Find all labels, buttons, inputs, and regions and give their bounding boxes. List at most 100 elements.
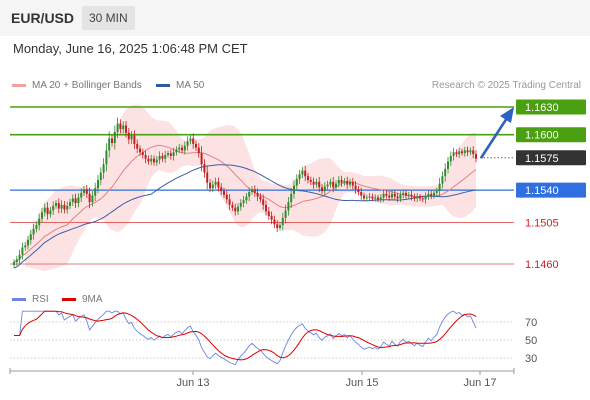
candle-body — [309, 179, 312, 182]
candle-body — [77, 197, 80, 204]
candle-body — [298, 174, 301, 180]
candle-body — [279, 225, 281, 228]
candle-body — [27, 239, 29, 246]
candle-body — [83, 189, 85, 193]
ma50-label: MA 50 — [176, 80, 205, 91]
candle-body — [307, 176, 309, 180]
candle-body — [223, 191, 225, 195]
candle-body — [125, 125, 127, 133]
ma9-label: 9MA — [82, 294, 103, 305]
candle-body — [343, 180, 346, 183]
candle-body — [335, 183, 337, 188]
rsi-ma-line — [14, 310, 477, 361]
rsi-label: RSI — [32, 294, 49, 305]
candle-body — [181, 147, 183, 151]
candle-body — [312, 181, 315, 185]
ma50-line — [13, 164, 477, 269]
candle-body — [393, 193, 396, 197]
timeframe-button[interactable]: 30 MIN — [82, 6, 135, 30]
candle-body — [259, 196, 262, 200]
candle-body — [217, 181, 220, 188]
candle-body — [351, 181, 354, 186]
candle-body — [354, 185, 357, 190]
candle-body — [105, 150, 108, 165]
candle-body — [38, 218, 41, 226]
candle-body — [43, 207, 46, 213]
candle-body — [293, 185, 295, 194]
candle-body — [18, 254, 21, 260]
candle-body — [102, 164, 105, 173]
candle-body — [326, 184, 329, 187]
candle-body — [111, 138, 113, 144]
candle-body — [248, 191, 251, 197]
bollinger-bands — [25, 104, 476, 272]
candle-body — [463, 150, 466, 154]
candle-body — [430, 193, 433, 196]
ma20-line — [13, 144, 477, 263]
candle-body — [49, 210, 52, 215]
candle-body — [438, 183, 441, 192]
candle-body — [66, 205, 69, 210]
rsi-line — [14, 310, 477, 366]
candle-body — [433, 192, 435, 196]
ma50-swatch — [156, 83, 170, 87]
candle-body — [150, 158, 153, 162]
candle-body — [24, 245, 27, 248]
candle-body — [88, 193, 91, 203]
moving-averages — [13, 144, 477, 269]
candle-body — [458, 151, 461, 155]
candle-body — [167, 153, 169, 156]
candle-body — [421, 198, 424, 200]
symbol-label[interactable]: EUR/USD — [11, 10, 75, 26]
candle-body — [158, 155, 161, 160]
candle-body — [52, 205, 55, 211]
candle-body — [256, 192, 259, 197]
ma9-swatch — [62, 297, 76, 301]
candle-body — [119, 123, 122, 130]
bollinger-band-area — [25, 104, 476, 272]
rsi-tick-50: 50 — [525, 335, 537, 347]
x-axis: Jun 13 Jun 15 Jun 17 — [9, 368, 515, 389]
candle-body — [284, 210, 287, 218]
legend-rsi: RSI — [12, 294, 49, 305]
candle-body — [15, 259, 18, 263]
candle-body — [447, 161, 449, 169]
candle-body — [147, 158, 150, 162]
candle-body — [192, 138, 195, 144]
candle-body — [172, 152, 175, 156]
candle-body — [287, 202, 290, 211]
ma20-swatch — [12, 83, 26, 87]
rsi-tick-30: 30 — [525, 353, 537, 365]
candle-body — [416, 196, 419, 199]
candle-body — [349, 181, 351, 185]
x-label-0: Jun 13 — [176, 377, 209, 389]
candle-body — [273, 219, 276, 225]
candle-body — [85, 189, 88, 194]
candle-body — [444, 168, 447, 177]
candlesticks — [13, 117, 477, 268]
candle-body — [391, 193, 393, 198]
level-label-0: 1.1630 — [525, 102, 559, 114]
level-label-1: 1.1600 — [525, 130, 559, 142]
candle-body — [405, 192, 407, 196]
candle-body — [332, 181, 335, 188]
candle-body — [80, 192, 83, 198]
forecast-arrow-shaft — [479, 117, 509, 159]
candle-body — [13, 262, 15, 265]
candle-body — [399, 194, 402, 199]
candle-body — [245, 196, 248, 201]
candle-body — [234, 207, 237, 212]
candle-body — [141, 152, 144, 156]
candle-body — [200, 153, 203, 165]
candle-body — [295, 179, 298, 186]
candle-body — [413, 196, 416, 199]
candle-body — [424, 196, 427, 200]
candle-body — [371, 196, 374, 199]
candle-body — [209, 182, 211, 189]
candle-body — [55, 203, 57, 206]
candle-body — [329, 181, 332, 185]
candle-body — [57, 203, 60, 209]
candle-body — [363, 195, 365, 199]
candle-body — [225, 194, 228, 200]
